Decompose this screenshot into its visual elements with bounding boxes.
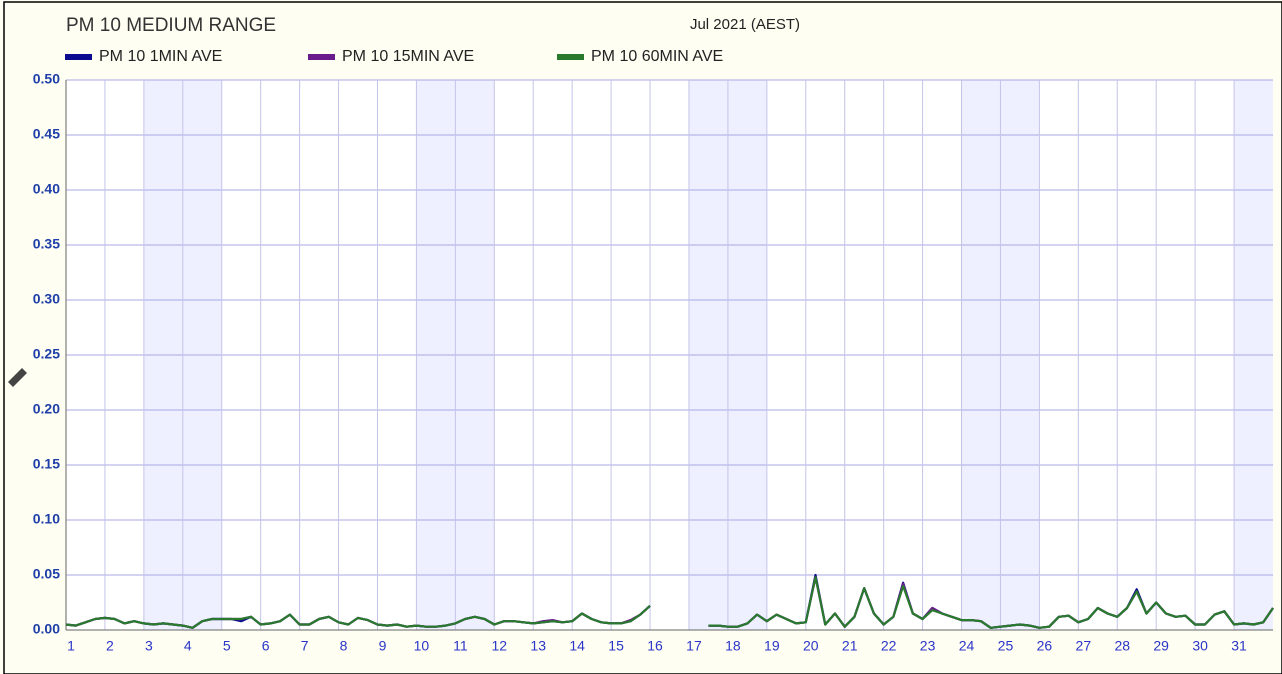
x-tick-label: 17 [686,638,702,654]
y-tick-label: 0.10 [33,511,60,527]
y-tick-label: 0.30 [33,291,60,307]
x-tick-label: 14 [569,638,585,654]
x-tick-label: 15 [608,638,624,654]
legend-label: PM 10 60MIN AVE [591,48,723,65]
y-tick-label: 0.35 [33,236,60,252]
y-tick-label: 0.00 [33,621,60,637]
grid [65,79,1273,631]
y-tick-label: 0.15 [33,456,60,472]
x-tick-label: 5 [223,638,231,654]
x-tick-label: 31 [1231,638,1247,654]
x-tick-label: 13 [530,638,546,654]
x-tick-label: 25 [998,638,1014,654]
x-tick-label: 22 [881,638,897,654]
x-tick-label: 2 [106,638,114,654]
x-tick-label: 19 [764,638,780,654]
legend-label: PM 10 15MIN AVE [342,48,474,65]
x-tick-label: 4 [184,638,192,654]
x-tick-label: 28 [1114,638,1130,654]
y-tick-label: 0.25 [33,346,60,362]
y-tick-label: 0.50 [33,71,60,87]
x-tick-label: 24 [959,638,975,654]
series-line [65,576,1274,629]
x-tick-label: 12 [492,638,508,654]
legend-swatch [557,54,584,60]
legend-swatch [308,54,335,60]
legend-swatch [65,54,92,60]
x-tick-label: 1 [67,638,75,654]
x-tick-label: 21 [842,638,858,654]
x-tick-label: 20 [803,638,819,654]
y-tick-label: 0.45 [33,126,60,142]
x-tick-label: 30 [1192,638,1208,654]
x-tick-label: 8 [340,638,348,654]
chart-subtitle: Jul 2021 (AEST) [690,16,800,33]
x-tick-label: 7 [301,638,309,654]
x-tick-label: 18 [725,638,741,654]
y-tick-label: 0.20 [33,401,60,417]
x-tick-label: 6 [262,638,270,654]
legend: PM 10 1MIN AVE PM 10 15MIN AVE PM 10 60MIN… [65,48,723,65]
legend-label: PM 10 1MIN AVE [99,48,222,65]
y-tick-label: 0.40 [33,181,60,197]
x-tick-label: 29 [1153,638,1169,654]
x-tick-label: 9 [379,638,387,654]
x-tick-label: 11 [453,638,468,654]
chart-title: PM 10 MEDIUM RANGE [66,15,276,36]
y-tick-label: 0.05 [33,566,60,582]
x-tick-label: 10 [414,638,430,654]
x-tick-label: 26 [1037,638,1053,654]
x-tick-label: 23 [920,638,936,654]
lines [65,573,1274,629]
tick-labels: 0.00 0.05 0.10 0.15 0.20 0.25 0.30 0.35 0.40 0.45… [33,71,1247,654]
x-tick-label: 27 [1076,638,1092,654]
x-tick-label: 3 [145,638,153,654]
x-tick-label: 16 [647,638,663,654]
pencil-icon [8,368,27,387]
